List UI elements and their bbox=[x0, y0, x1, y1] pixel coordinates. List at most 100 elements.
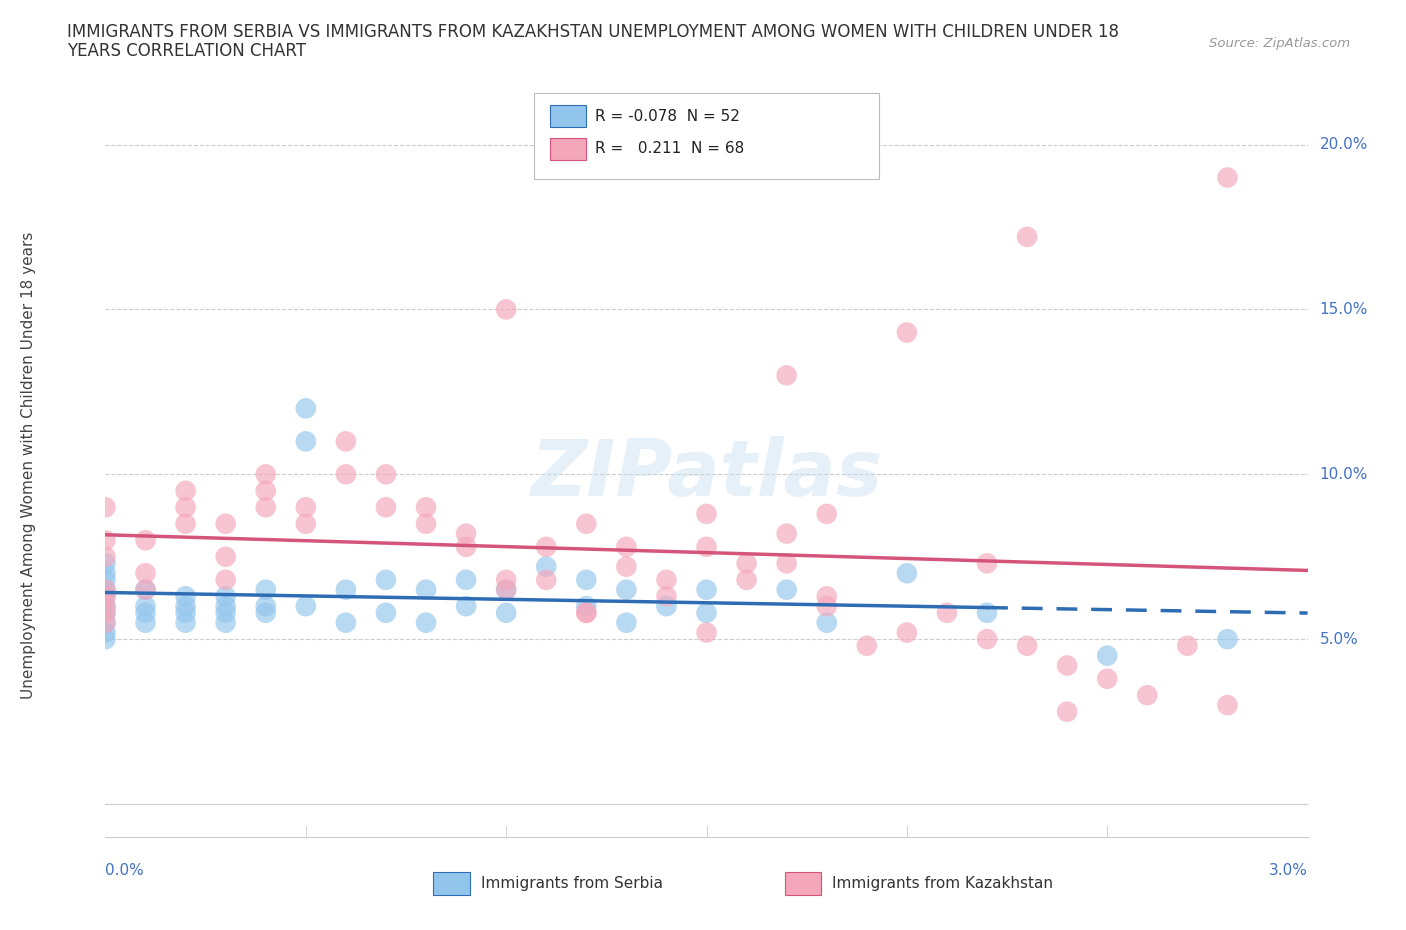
Point bbox=[936, 605, 959, 620]
Point bbox=[776, 556, 799, 571]
Point bbox=[815, 616, 838, 631]
Point bbox=[776, 526, 799, 541]
Point bbox=[94, 599, 117, 614]
Point bbox=[1216, 170, 1239, 185]
Point bbox=[415, 499, 437, 514]
Point bbox=[94, 625, 117, 640]
Point bbox=[174, 589, 197, 604]
Text: 15.0%: 15.0% bbox=[1320, 302, 1368, 317]
Point bbox=[616, 559, 638, 574]
Point bbox=[94, 499, 117, 514]
Point bbox=[94, 616, 117, 631]
Point bbox=[896, 565, 918, 580]
Point bbox=[135, 582, 157, 597]
Point bbox=[1017, 638, 1039, 653]
Point bbox=[696, 507, 718, 522]
Point bbox=[335, 616, 357, 631]
Point bbox=[174, 616, 197, 631]
Point bbox=[815, 599, 838, 614]
Point bbox=[94, 616, 117, 631]
Point bbox=[174, 484, 197, 498]
Point bbox=[254, 499, 277, 514]
Point bbox=[534, 539, 557, 554]
Text: R =   0.211  N = 68: R = 0.211 N = 68 bbox=[595, 141, 744, 156]
Point bbox=[94, 565, 117, 580]
Point bbox=[335, 434, 357, 449]
Point bbox=[776, 582, 799, 597]
Point bbox=[454, 526, 477, 541]
Point bbox=[94, 556, 117, 571]
Point bbox=[94, 589, 117, 604]
Point bbox=[495, 302, 517, 317]
Point bbox=[575, 605, 598, 620]
Point bbox=[214, 616, 236, 631]
Point bbox=[815, 589, 838, 604]
Point bbox=[214, 605, 236, 620]
Point bbox=[655, 599, 678, 614]
Point bbox=[575, 516, 598, 531]
Point bbox=[94, 582, 117, 597]
Point bbox=[94, 582, 117, 597]
Point bbox=[415, 616, 437, 631]
Point bbox=[135, 599, 157, 614]
Point bbox=[696, 625, 718, 640]
Point bbox=[374, 572, 398, 587]
Point bbox=[295, 516, 318, 531]
Point bbox=[295, 401, 318, 416]
Point bbox=[94, 533, 117, 548]
Text: Immigrants from Kazakhstan: Immigrants from Kazakhstan bbox=[832, 876, 1053, 891]
Point bbox=[415, 516, 437, 531]
Text: Source: ZipAtlas.com: Source: ZipAtlas.com bbox=[1209, 37, 1350, 50]
Point bbox=[254, 484, 277, 498]
Point bbox=[254, 599, 277, 614]
Point bbox=[174, 599, 197, 614]
Point bbox=[335, 582, 357, 597]
Point bbox=[976, 605, 998, 620]
Text: 0.0%: 0.0% bbox=[105, 863, 145, 878]
Point bbox=[254, 605, 277, 620]
Point bbox=[616, 616, 638, 631]
Point bbox=[616, 539, 638, 554]
Point bbox=[896, 625, 918, 640]
Point bbox=[214, 599, 236, 614]
Text: R = -0.078  N = 52: R = -0.078 N = 52 bbox=[595, 109, 740, 124]
Point bbox=[575, 605, 598, 620]
Text: Immigrants from Serbia: Immigrants from Serbia bbox=[481, 876, 662, 891]
Point bbox=[1216, 698, 1239, 712]
Point bbox=[1056, 704, 1078, 719]
Point bbox=[575, 599, 598, 614]
Point bbox=[976, 556, 998, 571]
Text: YEARS CORRELATION CHART: YEARS CORRELATION CHART bbox=[67, 42, 307, 60]
Point bbox=[616, 582, 638, 597]
Point bbox=[1175, 638, 1198, 653]
Point bbox=[1097, 671, 1119, 686]
Point bbox=[415, 582, 437, 597]
Point bbox=[696, 539, 718, 554]
Point bbox=[735, 556, 758, 571]
Point bbox=[94, 589, 117, 604]
Point bbox=[655, 572, 678, 587]
Text: ZIPatlas: ZIPatlas bbox=[530, 436, 883, 512]
Point bbox=[696, 582, 718, 597]
Point bbox=[94, 550, 117, 565]
Point bbox=[174, 516, 197, 531]
Point bbox=[135, 565, 157, 580]
Point bbox=[335, 467, 357, 482]
Point bbox=[94, 605, 117, 620]
Point bbox=[254, 582, 277, 597]
Point bbox=[855, 638, 877, 653]
Point bbox=[534, 572, 557, 587]
Point bbox=[495, 605, 517, 620]
Point bbox=[254, 467, 277, 482]
Text: 5.0%: 5.0% bbox=[1320, 631, 1358, 646]
Text: 3.0%: 3.0% bbox=[1268, 863, 1308, 878]
Point bbox=[495, 572, 517, 587]
Text: IMMIGRANTS FROM SERBIA VS IMMIGRANTS FROM KAZAKHSTAN UNEMPLOYMENT AMONG WOMEN WI: IMMIGRANTS FROM SERBIA VS IMMIGRANTS FRO… bbox=[67, 23, 1119, 41]
Point bbox=[374, 467, 398, 482]
Point bbox=[94, 572, 117, 587]
Point bbox=[214, 572, 236, 587]
Point bbox=[454, 572, 477, 587]
Point bbox=[214, 550, 236, 565]
Point bbox=[174, 605, 197, 620]
Point bbox=[776, 368, 799, 383]
